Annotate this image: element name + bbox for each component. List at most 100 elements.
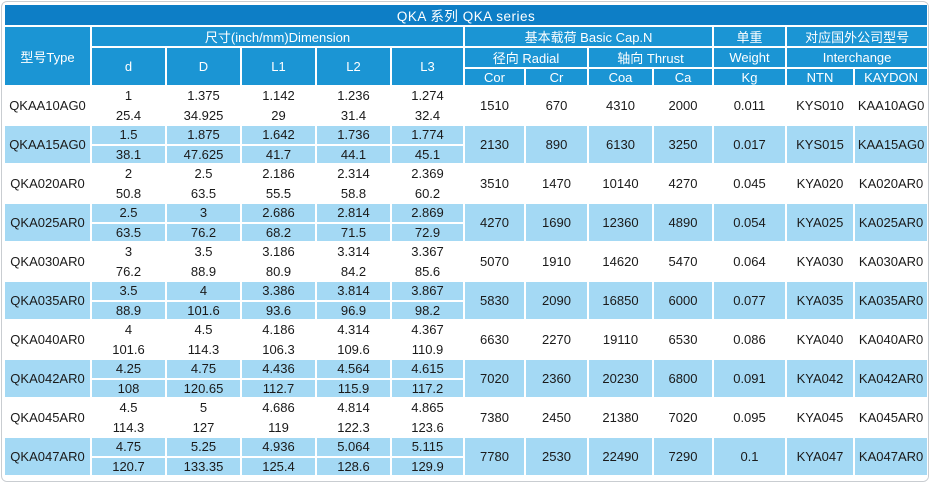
cell-kaydon: KA040AR0 xyxy=(852,319,928,360)
cell-weight-kg: 0.017 xyxy=(712,124,787,165)
value-D-inch: 2.5 xyxy=(194,166,213,182)
value-d-mm: 108 xyxy=(93,377,164,397)
value-L2-mm: 31.4 xyxy=(318,104,389,124)
value-D-mm: 88.9 xyxy=(168,260,239,280)
table-header: QKA 系列 QKA series 型号Type 尺寸(inch/mm)Dime… xyxy=(2,3,928,87)
value-D-inch: 5.25 xyxy=(190,439,217,455)
value-L1-inch: 2.186 xyxy=(262,166,295,182)
value-D-mm: 127 xyxy=(168,416,239,436)
header-row-subgroups: d D L1 L2 L3 径向 Radial 轴向 Thrust Weight … xyxy=(4,46,928,87)
value-L2-inch: 1.736 xyxy=(337,127,370,143)
cell-L3: 2.869 72.9 xyxy=(390,202,465,243)
value-L1-inch: 3.186 xyxy=(262,244,295,260)
cell-weight-kg: 0.091 xyxy=(712,358,787,399)
value-L1-mm: 55.5 xyxy=(243,182,314,202)
cell-L1: 1.642 41.7 xyxy=(240,124,317,165)
value-L1-inch: 4.686 xyxy=(262,400,295,416)
value-L1-mm: 41.7 xyxy=(243,143,314,163)
cell-d: 3 76.2 xyxy=(90,241,167,282)
value-L2-mm: 115.9 xyxy=(318,377,389,397)
value-L1-inch: 1.142 xyxy=(262,88,295,104)
col-header-coa: Coa xyxy=(587,67,654,87)
value-L2-inch: 5.314 xyxy=(318,478,389,481)
value-L3-mm: 72.9 xyxy=(393,221,462,241)
value-L3-inch: 3.367 xyxy=(411,244,444,260)
value-L2-inch: 2.814 xyxy=(337,205,370,221)
cell-kaydon: KA025AR0 xyxy=(852,202,928,243)
cell-cor: 5070 xyxy=(463,241,526,282)
value-L2-mm: 84.2 xyxy=(318,260,389,280)
cell-d: 2.5 63.5 xyxy=(90,202,167,243)
value-d-inch: 1 xyxy=(124,88,133,104)
value-D-inch: 4.75 xyxy=(190,361,217,377)
cell-model-type: QKA020AR0 xyxy=(3,163,92,204)
cell-cr: 2270 xyxy=(524,319,589,360)
cell-kaydon: KA020AR0 xyxy=(852,163,928,204)
cell-model-type: QKA035AR0 xyxy=(3,280,92,321)
col-group-interchange-en: Interchange xyxy=(784,46,928,69)
value-L1-inch: 4.436 xyxy=(262,361,295,377)
value-L2-mm: 58.8 xyxy=(318,182,389,202)
cell-coa: 22490 xyxy=(587,436,654,477)
col-group-basic-cap: 基本载荷 Basic Cap.N xyxy=(463,25,714,48)
value-D-mm: 101.6 xyxy=(168,299,239,319)
cell-kaydon: KAA10AG0 xyxy=(852,85,928,126)
value-L1-mm: 106.3 xyxy=(243,338,314,358)
cell-L2: 5.314135 xyxy=(315,475,392,481)
value-D-mm: 47.625 xyxy=(168,143,239,163)
cell-d: 1.5 38.1 xyxy=(90,124,167,165)
cell-ntn: KYS010 xyxy=(785,85,855,126)
cell-cor: 2130 xyxy=(463,124,526,165)
cell-D: 5 127 xyxy=(165,397,242,438)
cell-ca: 6530 xyxy=(652,319,714,360)
bearing-spec-table: QKA 系列 QKA series 型号Type 尺寸(inch/mm)Dime… xyxy=(2,3,928,481)
cell-coa: 23600 xyxy=(587,475,654,481)
value-d-inch: 3.5 xyxy=(119,283,138,299)
value-d-mm: 120.7 xyxy=(93,455,164,475)
cell-L2: 1.236 31.4 xyxy=(315,85,392,126)
cell-cor: 7780 xyxy=(463,436,526,477)
cell-cor: 4270 xyxy=(463,202,526,243)
table-row: QKA042AR0 4.25 108 4.75 120.65 4.436 112.7 … xyxy=(3,358,928,399)
cell-L2: 5.064 128.6 xyxy=(315,436,392,477)
cell-cor: 3510 xyxy=(463,163,526,204)
cell-coa: 6130 xyxy=(587,124,654,165)
value-D-mm: 133.35 xyxy=(168,455,239,475)
value-L1-inch: 4.936 xyxy=(262,439,295,455)
cell-L1: 3.386 93.6 xyxy=(240,280,317,321)
value-L2-inch: 3.314 xyxy=(337,244,370,260)
cell-L2: 2.814 71.5 xyxy=(315,202,392,243)
cell-weight-kg: 0.054 xyxy=(712,202,787,243)
cell-kaydon: KA042AR0 xyxy=(852,358,928,399)
col-header-ntn: NTN xyxy=(785,67,855,87)
col-group-weight-cn: 单重 xyxy=(712,25,787,48)
value-d-mm: 101.6 xyxy=(93,338,164,358)
cell-cor: 7380 xyxy=(463,397,526,438)
cell-ntn: KYA025 xyxy=(785,202,855,243)
cell-d: 4.25 108 xyxy=(90,358,167,399)
cell-D: 4 101.6 xyxy=(165,280,242,321)
header-row-units: Cor Cr Coa Ca Kg NTN KAYDON xyxy=(4,67,928,87)
col-header-L3: L3 xyxy=(390,46,465,87)
value-L3-inch: 5.365 xyxy=(393,478,462,481)
cell-cr: 1910 xyxy=(524,241,589,282)
table-body: QKAA10AG0 1 25.4 1.375 34.925 1.142 29 1.23… xyxy=(3,85,928,481)
cell-model-type: QKA045AR0 xyxy=(3,397,92,438)
value-D-inch: 5 xyxy=(199,400,208,416)
cell-D: 1.375 34.925 xyxy=(165,85,242,126)
cell-cor: 8180 xyxy=(463,475,526,481)
cell-ca: 7290 xyxy=(652,436,714,477)
cell-ca: 2000 xyxy=(652,85,714,126)
value-L3-inch: 4.865 xyxy=(411,400,444,416)
cell-L3: 1.274 32.4 xyxy=(390,85,465,126)
cell-model-type: QKAA15AG0 xyxy=(3,124,92,165)
value-d-inch: 2 xyxy=(124,166,133,182)
cell-cr: 1690 xyxy=(524,202,589,243)
value-D-mm: 120.65 xyxy=(168,377,239,397)
table-row: QKA047AR0 4.75 120.7 5.25 133.35 4.936 125.… xyxy=(3,436,928,477)
cell-coa: 19110 xyxy=(587,319,654,360)
cell-ntn: KYS015 xyxy=(785,124,855,165)
value-L1-mm: 125.4 xyxy=(243,455,314,475)
